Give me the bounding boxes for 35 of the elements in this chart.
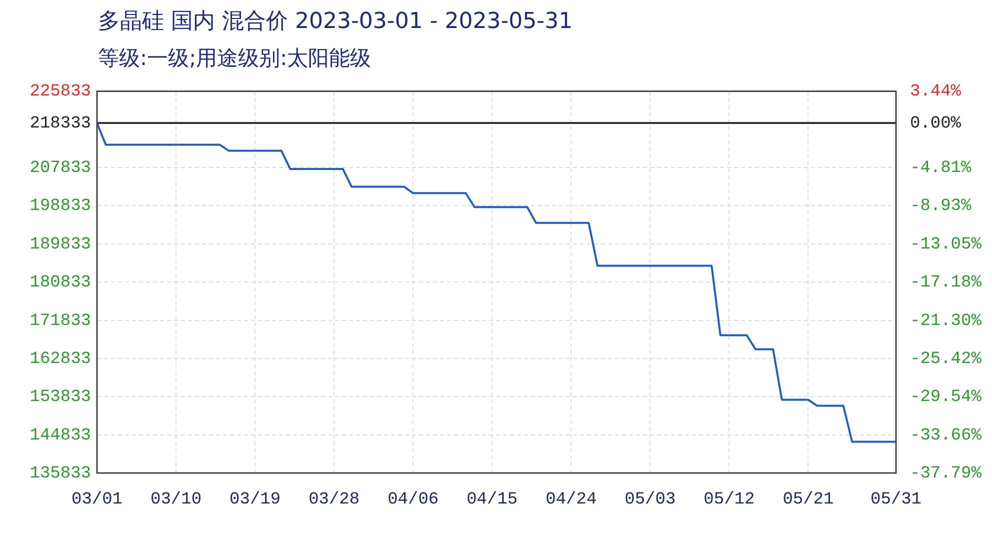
y-tick-label: 189833 (30, 235, 91, 254)
y-tick-label: 218333 (30, 114, 91, 134)
y2-tick-label: -13.05% (910, 235, 982, 254)
chart-title: 多晶硅 国内 混合价 2023-03-01 - 2023-05-31 (98, 8, 573, 36)
y2-tick-label: 3.44% (910, 82, 962, 102)
y-tick-label: 198833 (30, 197, 91, 216)
x-tick-label: 05/21 (782, 490, 834, 510)
y2-tick-label: -37.79% (910, 464, 982, 484)
y2-tick-label: 0.00% (910, 114, 962, 134)
y-tick-label: 180833 (30, 274, 91, 293)
x-tick-label: 05/12 (704, 490, 755, 510)
y2-tick-label: -17.18% (910, 274, 982, 293)
chart-subtitle: 等级:一级;用途级别:太阳能级 (98, 45, 372, 72)
y2-tick-label: -8.93% (910, 197, 972, 216)
y2-tick-label: -29.54% (910, 388, 982, 408)
x-tick-label: 05/31 (870, 490, 922, 510)
x-tick-label: 04/15 (466, 490, 518, 510)
y-tick-label: 144833 (30, 426, 91, 446)
y2-tick-label: -25.42% (910, 350, 982, 369)
x-tick-label: 03/28 (308, 490, 360, 510)
y-tick-label: 153833 (30, 388, 91, 408)
y-tick-label: 207833 (30, 159, 91, 178)
y2-tick-label: -4.81% (910, 159, 972, 178)
y2-tick-label: -21.30% (910, 312, 982, 331)
x-tick-label: 04/24 (546, 490, 597, 510)
y-tick-label: 162833 (30, 350, 91, 369)
y-tick-label: 171833 (30, 312, 91, 331)
x-tick-label: 03/01 (71, 490, 123, 510)
y-tick-label: 225833 (30, 82, 91, 102)
x-tick-label: 05/03 (624, 490, 676, 510)
x-tick-label: 03/19 (230, 490, 281, 510)
x-tick-label: 04/06 (388, 490, 439, 510)
x-tick-label: 03/10 (150, 490, 202, 510)
y-tick-label: 135833 (30, 464, 91, 484)
y2-tick-label: -33.66% (910, 426, 982, 446)
